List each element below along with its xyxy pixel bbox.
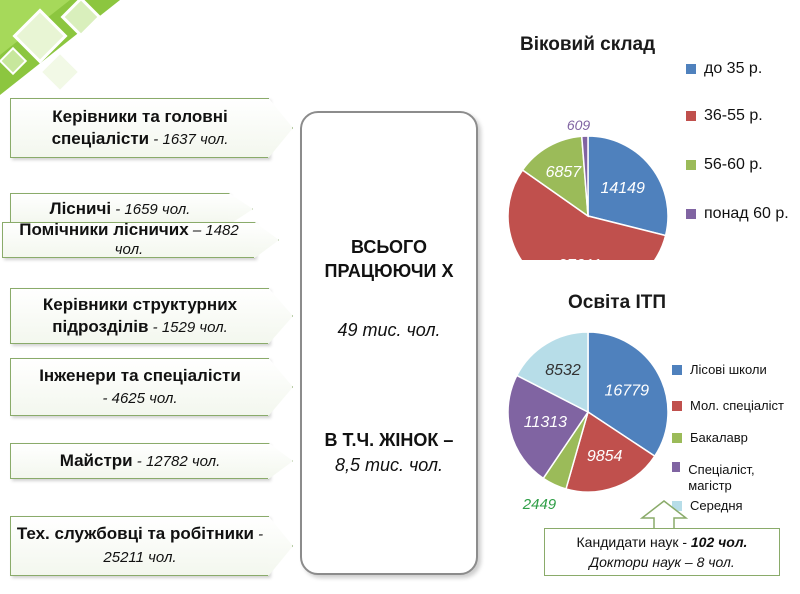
category-managers-value: - 1637 чол. (149, 130, 229, 148)
science-callout-arrow (639, 500, 689, 530)
age-legend-label-2: 56-60 р. (704, 156, 763, 173)
category-workers-label: Тех. службовці та робітники (16, 524, 254, 543)
edu-legend-item-1: Мол. спеціаліст (672, 398, 784, 413)
age-slice-0 (587, 135, 669, 237)
edu-legend-swatch-0 (672, 364, 682, 375)
age-legend-item-2: 56-60 р. (686, 156, 763, 174)
category-division-heads-label: Керівники структурних підрозділів (42, 294, 238, 336)
age-legend-item-1: 36-55 р. (686, 107, 763, 125)
category-foresters-value: - 1659 чол. (111, 200, 191, 218)
age-legend-item-3: понад 60 р. (686, 205, 789, 223)
category-workers: Тех. службовці та робітники - 25211 чол. (10, 516, 269, 576)
age-data-label-3: 609 (567, 117, 591, 133)
category-managers-label: Керівники та головні спеціалісти (51, 106, 228, 148)
category-workers-value: - 25211 чол. (103, 526, 264, 566)
total-staff-label: ВСЬОГО ПРАЦЮЮЧИ Х (324, 237, 454, 281)
category-assistant-foresters-label: Помічники лісничих (19, 220, 189, 239)
edu-legend-item-2: Бакалавр (672, 430, 748, 445)
age-legend-label-3: понад 60 р. (704, 205, 789, 222)
women-value: 8,5 тис. чол. (334, 455, 444, 475)
edu-data-label-0: 16779 (605, 382, 650, 399)
edu-legend-item-4: Середня (672, 498, 743, 513)
age-slice-1 (507, 168, 667, 260)
category-masters-value: - 12782 чол. (132, 452, 221, 470)
edu-data-label-4: 8532 (545, 362, 581, 379)
edu-data-label-1: 9854 (587, 448, 623, 465)
category-masters-label: Майстри (59, 450, 133, 470)
category-assistant-foresters-value: – 1482 чол. (114, 222, 239, 258)
age-slice-3 (580, 135, 589, 217)
category-managers: Керівники та головні спеціалісти - 1637 … (10, 98, 269, 158)
category-engineers-value: - 4625 чол. (102, 389, 178, 407)
age-data-label-1: 27311 (557, 257, 601, 260)
corner-decoration (0, 0, 140, 110)
edu-legend-swatch-2 (672, 432, 682, 443)
edu-legend-swatch-4 (672, 500, 682, 511)
age-legend-swatch-3 (686, 209, 696, 219)
category-masters: Майстри - 12782 чол. (10, 443, 269, 479)
age-legend-swatch-2 (686, 160, 696, 170)
total-staff-value: 49 тис. чол. (337, 320, 441, 340)
total-staff-box (300, 111, 478, 575)
science-degrees-box: Кандидати наук - 102 чол. Доктори наук –… (544, 528, 780, 576)
category-engineers-label: Інженери та спеціалісти (39, 365, 241, 385)
age-legend-item-0: до 35 р. (686, 60, 762, 78)
edu-legend-label-4: Середня (690, 498, 743, 513)
category-division-heads: Керівники структурних підрозділів - 1529… (10, 288, 269, 344)
age-data-label-2: 6857 (546, 164, 583, 181)
category-engineers: Інженери та спеціалісти - 4625 чол. (10, 358, 269, 416)
education-chart-title: Освіта ІТП (568, 292, 666, 313)
age-chart-title: Віковий склад (520, 34, 656, 55)
age-legend-label-0: до 35 р. (704, 60, 763, 77)
category-division-heads-value: - 1529 чол. (148, 318, 228, 336)
edu-slice-4 (515, 331, 589, 414)
edu-legend-item-0: Лісові школи (672, 362, 767, 377)
doctors-value: Доктори наук – 8 чол. (589, 554, 735, 570)
edu-legend-swatch-1 (672, 400, 682, 411)
women-label: В Т.Ч. ЖІНОК – (324, 430, 454, 450)
edu-data-label-3: 11313 (524, 414, 567, 431)
edu-data-label-2: 2449 (522, 496, 557, 510)
age-data-label-0: 14149 (600, 180, 645, 197)
education-pie-chart: 16779 9854 2449 11313 8532 (507, 331, 669, 510)
edu-legend-swatch-3 (672, 462, 681, 472)
edu-legend-item-3: Спеціаліст, магістр (672, 462, 782, 494)
edu-slice-3 (507, 374, 590, 480)
age-pie-chart: 14149 27311 6857 609 (507, 117, 669, 260)
age-slice-2 (521, 135, 589, 218)
age-legend-label-1: 36-55 р. (704, 107, 763, 124)
candidates-label: Кандидати наук - (576, 534, 687, 550)
corner-decoration-graphic (0, 0, 124, 95)
candidates-value: 102 чол. (687, 534, 748, 550)
edu-legend-label-0: Лісові школи (690, 362, 767, 377)
category-assistant-foresters: Помічники лісничих – 1482 чол. (2, 220, 255, 258)
age-legend-swatch-0 (686, 64, 696, 74)
edu-legend-label-3: Спеціаліст, магістр (688, 462, 755, 493)
edu-legend-label-2: Бакалавр (690, 430, 748, 445)
age-legend-swatch-1 (686, 111, 696, 121)
edu-legend-label-1: Мол. спеціаліст (690, 398, 784, 413)
edu-slice-1 (565, 410, 656, 493)
category-foresters-label: Лісничі (49, 198, 112, 218)
